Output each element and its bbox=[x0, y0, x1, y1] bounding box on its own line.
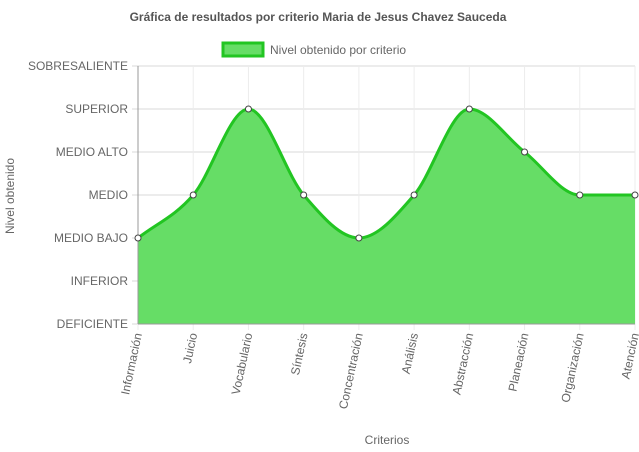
data-point[interactable] bbox=[300, 191, 308, 199]
data-point[interactable] bbox=[631, 191, 639, 199]
data-point[interactable] bbox=[465, 105, 473, 113]
data-point[interactable] bbox=[355, 234, 363, 242]
y-axis-title: Nivel obtenido bbox=[3, 158, 17, 234]
data-point[interactable] bbox=[521, 148, 529, 156]
legend-swatch bbox=[221, 41, 265, 58]
x-tick-label: Concentración bbox=[336, 332, 366, 411]
x-tick-label: Información bbox=[118, 332, 145, 396]
data-point[interactable] bbox=[410, 191, 418, 199]
y-tick-label: SOBRESALIENTE bbox=[28, 59, 128, 73]
x-tick-label: Abstracción bbox=[450, 332, 477, 396]
y-tick-label: MEDIO BAJO bbox=[54, 231, 128, 245]
x-tick-label: Análisis bbox=[399, 332, 421, 375]
x-tick-label: Juicio bbox=[180, 331, 200, 364]
axes bbox=[137, 66, 635, 325]
x-tick-label: Planeación bbox=[505, 332, 531, 393]
x-axis-tick-labels: Información Juicio Vocabulario Síntesis Conc… bbox=[118, 331, 639, 410]
y-axis-tick-labels: DEFICIENTE INFERIOR MEDIO BAJO MEDIO MEDIO A… bbox=[28, 59, 128, 331]
x-tick-label: Atención bbox=[619, 332, 639, 381]
y-tick-label: DEFICIENTE bbox=[57, 317, 128, 331]
x-tick-label: Organización bbox=[558, 332, 586, 404]
series-line bbox=[137, 107, 635, 240]
data-point[interactable] bbox=[189, 191, 197, 199]
data-point[interactable] bbox=[244, 105, 252, 113]
area-fill bbox=[138, 109, 635, 324]
legend[interactable]: Nivel obtenido por criterio bbox=[221, 41, 406, 58]
legend-label: Nivel obtenido por criterio bbox=[270, 43, 406, 57]
chart-title: Gráfica de resultados por criterio Maria… bbox=[130, 10, 507, 24]
data-points bbox=[134, 105, 639, 242]
data-point[interactable] bbox=[134, 234, 142, 242]
series-area bbox=[137, 107, 635, 324]
x-tick-label: Vocabulario bbox=[229, 331, 256, 396]
x-tick-label: Síntesis bbox=[288, 332, 311, 377]
y-tick-label: SUPERIOR bbox=[65, 102, 128, 116]
x-axis-title: Criterios bbox=[365, 433, 410, 447]
y-tick-label: INFERIOR bbox=[71, 274, 129, 288]
y-tick-label: MEDIO bbox=[89, 188, 128, 202]
data-point[interactable] bbox=[576, 191, 584, 199]
y-tick-label: MEDIO ALTO bbox=[56, 145, 128, 159]
